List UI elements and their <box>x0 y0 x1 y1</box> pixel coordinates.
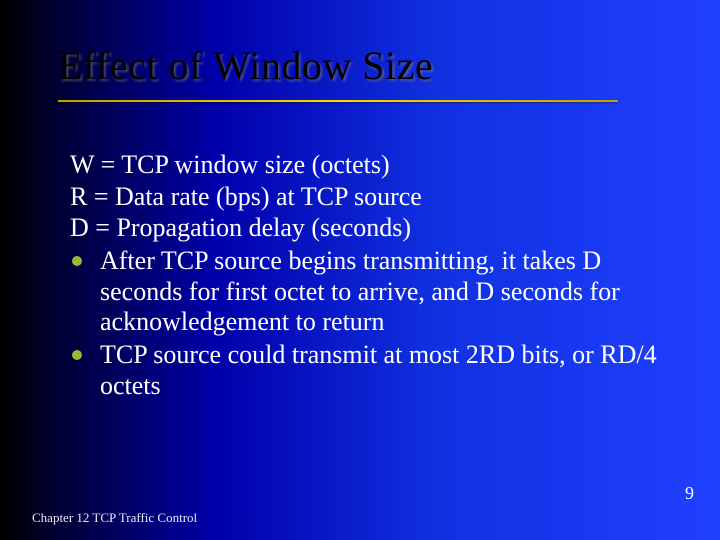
bullet-dot-icon <box>72 350 82 360</box>
bullet-text: TCP source could transmit at most 2RD bi… <box>100 340 657 400</box>
bullet-list: After TCP source begins transmitting, it… <box>70 246 660 401</box>
definition-line: W = TCP window size (octets) <box>70 150 660 181</box>
bullet-item: TCP source could transmit at most 2RD bi… <box>70 340 660 401</box>
definitions-block: W = TCP window size (octets) R = Data ra… <box>70 150 660 244</box>
definition-line: D = Propagation delay (seconds) <box>70 213 660 244</box>
page-number: 9 <box>685 483 694 504</box>
footer-text: Chapter 12 TCP Traffic Control <box>32 510 197 526</box>
slide-title: Effect of Window Size <box>58 42 433 89</box>
title-underline <box>58 100 618 102</box>
slide-body: W = TCP window size (octets) R = Data ra… <box>70 150 660 403</box>
definition-line: R = Data rate (bps) at TCP source <box>70 182 660 213</box>
slide: Effect of Window Size W = TCP window siz… <box>0 0 720 540</box>
bullet-dot-icon <box>72 256 82 266</box>
bullet-text: After TCP source begins transmitting, it… <box>100 246 620 336</box>
bullet-item: After TCP source begins transmitting, it… <box>70 246 660 338</box>
